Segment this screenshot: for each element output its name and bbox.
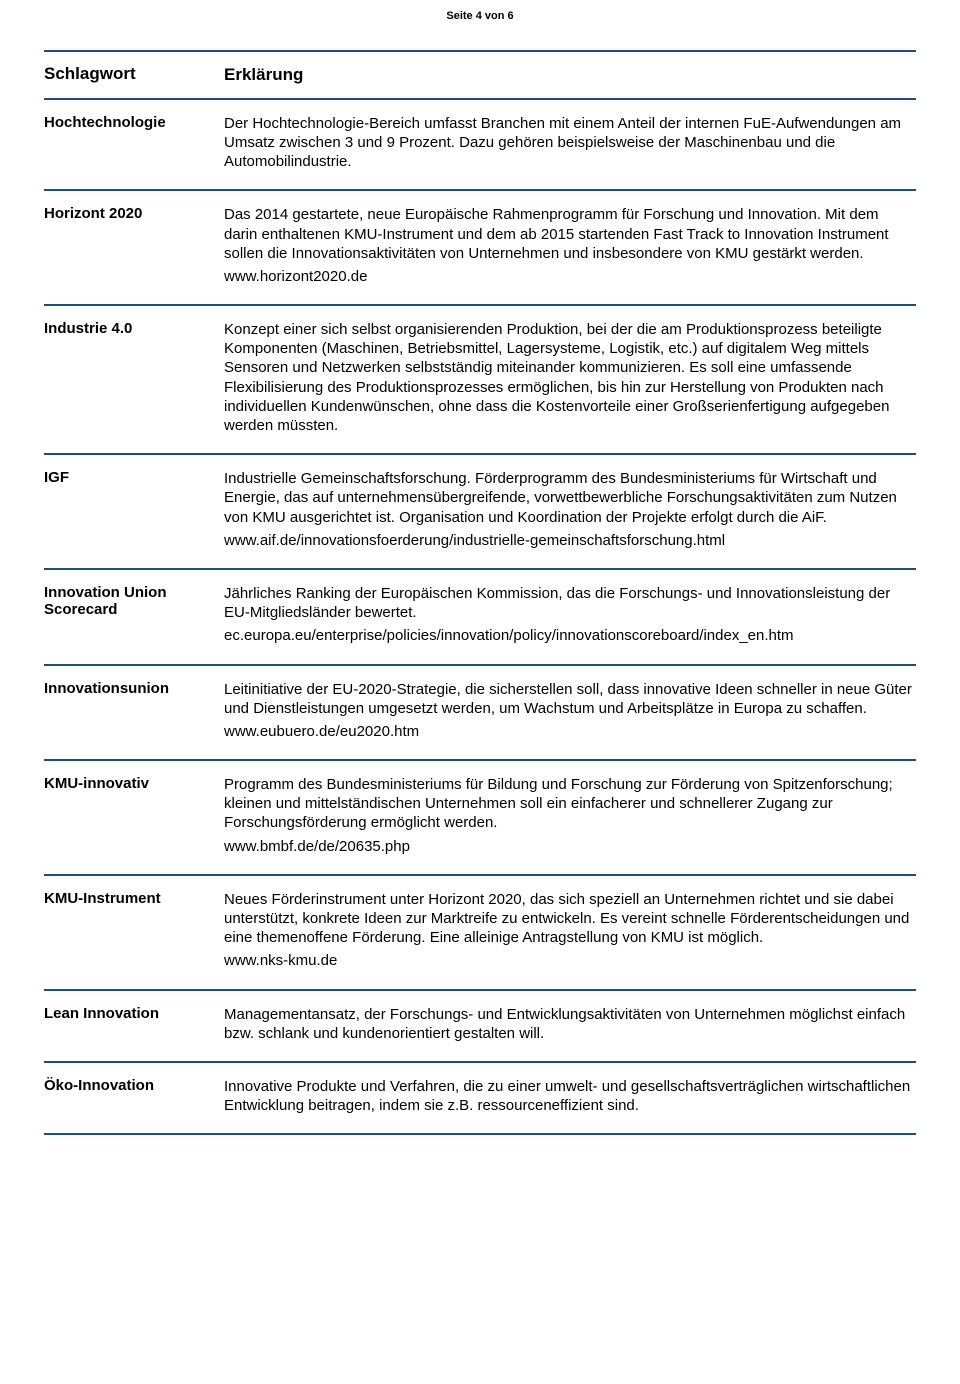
glossary-entry: HochtechnologieDer Hochtechnologie-Berei…: [44, 100, 916, 192]
table-header: Schlagwort Erklärung: [44, 50, 916, 100]
entry-description: Das 2014 gestartete, neue Europäische Ra…: [224, 205, 916, 290]
header-desc: Erklärung: [224, 64, 916, 86]
glossary-entry: Industrie 4.0Konzept einer sich selbst o…: [44, 306, 916, 455]
entry-term: Horizont 2020: [44, 205, 224, 290]
entry-link: www.horizont2020.de: [224, 267, 916, 286]
entry-term: Innovation Union Scorecard: [44, 584, 224, 650]
entry-paragraph: Innovative Produkte und Verfahren, die z…: [224, 1077, 916, 1115]
header-term: Schlagwort: [44, 64, 224, 86]
entry-description: Neues Förderinstrument unter Horizont 20…: [224, 890, 916, 975]
glossary-entry: Öko-InnovationInnovative Produkte und Ve…: [44, 1063, 916, 1135]
entry-description: Industrielle Gemeinschaftsforschung. För…: [224, 469, 916, 554]
entry-term: Innovationsunion: [44, 680, 224, 746]
entry-term: KMU-innovativ: [44, 775, 224, 860]
entry-link: www.eubuero.de/eu2020.htm: [224, 722, 916, 741]
entries-container: HochtechnologieDer Hochtechnologie-Berei…: [44, 100, 916, 1136]
entry-description: Programm des Bundesministeriums für Bild…: [224, 775, 916, 860]
entry-description: Der Hochtechnologie-Bereich umfasst Bran…: [224, 114, 916, 176]
entry-description: Innovative Produkte und Verfahren, die z…: [224, 1077, 916, 1119]
entry-description: Leitinitiative der EU-2020-Strategie, di…: [224, 680, 916, 746]
entry-term: Lean Innovation: [44, 1005, 224, 1047]
entry-paragraph: Konzept einer sich selbst organisierende…: [224, 320, 916, 435]
glossary-entry: KMU-InstrumentNeues Förderinstrument unt…: [44, 876, 916, 991]
entry-paragraph: Der Hochtechnologie-Bereich umfasst Bran…: [224, 114, 916, 172]
entry-description: Managementansatz, der Forschungs- und En…: [224, 1005, 916, 1047]
entry-term: Industrie 4.0: [44, 320, 224, 439]
page-number: Seite 4 von 6: [44, 10, 916, 22]
entry-term: IGF: [44, 469, 224, 554]
page-container: Seite 4 von 6 Schlagwort Erklärung Hocht…: [0, 0, 960, 1155]
entry-link: www.nks-kmu.de: [224, 951, 916, 970]
entry-paragraph: Neues Förderinstrument unter Horizont 20…: [224, 890, 916, 948]
entry-paragraph: Jährliches Ranking der Europäischen Komm…: [224, 584, 916, 622]
glossary-entry: Innovation Union ScorecardJährliches Ran…: [44, 570, 916, 666]
entry-paragraph: Managementansatz, der Forschungs- und En…: [224, 1005, 916, 1043]
entry-term: KMU-Instrument: [44, 890, 224, 975]
entry-link: ec.europa.eu/enterprise/policies/innovat…: [224, 626, 916, 645]
entry-paragraph: Das 2014 gestartete, neue Europäische Ra…: [224, 205, 916, 263]
entry-description: Jährliches Ranking der Europäischen Komm…: [224, 584, 916, 650]
entry-paragraph: Industrielle Gemeinschaftsforschung. För…: [224, 469, 916, 527]
entry-description: Konzept einer sich selbst organisierende…: [224, 320, 916, 439]
glossary-entry: IGFIndustrielle Gemeinschaftsforschung. …: [44, 455, 916, 570]
entry-paragraph: Leitinitiative der EU-2020-Strategie, di…: [224, 680, 916, 718]
entry-link: www.aif.de/innovationsfoerderung/industr…: [224, 531, 916, 550]
glossary-entry: KMU-innovativProgramm des Bundesminister…: [44, 761, 916, 876]
glossary-entry: Horizont 2020Das 2014 gestartete, neue E…: [44, 191, 916, 306]
entry-term: Öko-Innovation: [44, 1077, 224, 1119]
glossary-entry: InnovationsunionLeitinitiative der EU-20…: [44, 666, 916, 762]
entry-paragraph: Programm des Bundesministeriums für Bild…: [224, 775, 916, 833]
glossary-entry: Lean InnovationManagementansatz, der For…: [44, 991, 916, 1063]
entry-term: Hochtechnologie: [44, 114, 224, 176]
entry-link: www.bmbf.de/de/20635.php: [224, 837, 916, 856]
